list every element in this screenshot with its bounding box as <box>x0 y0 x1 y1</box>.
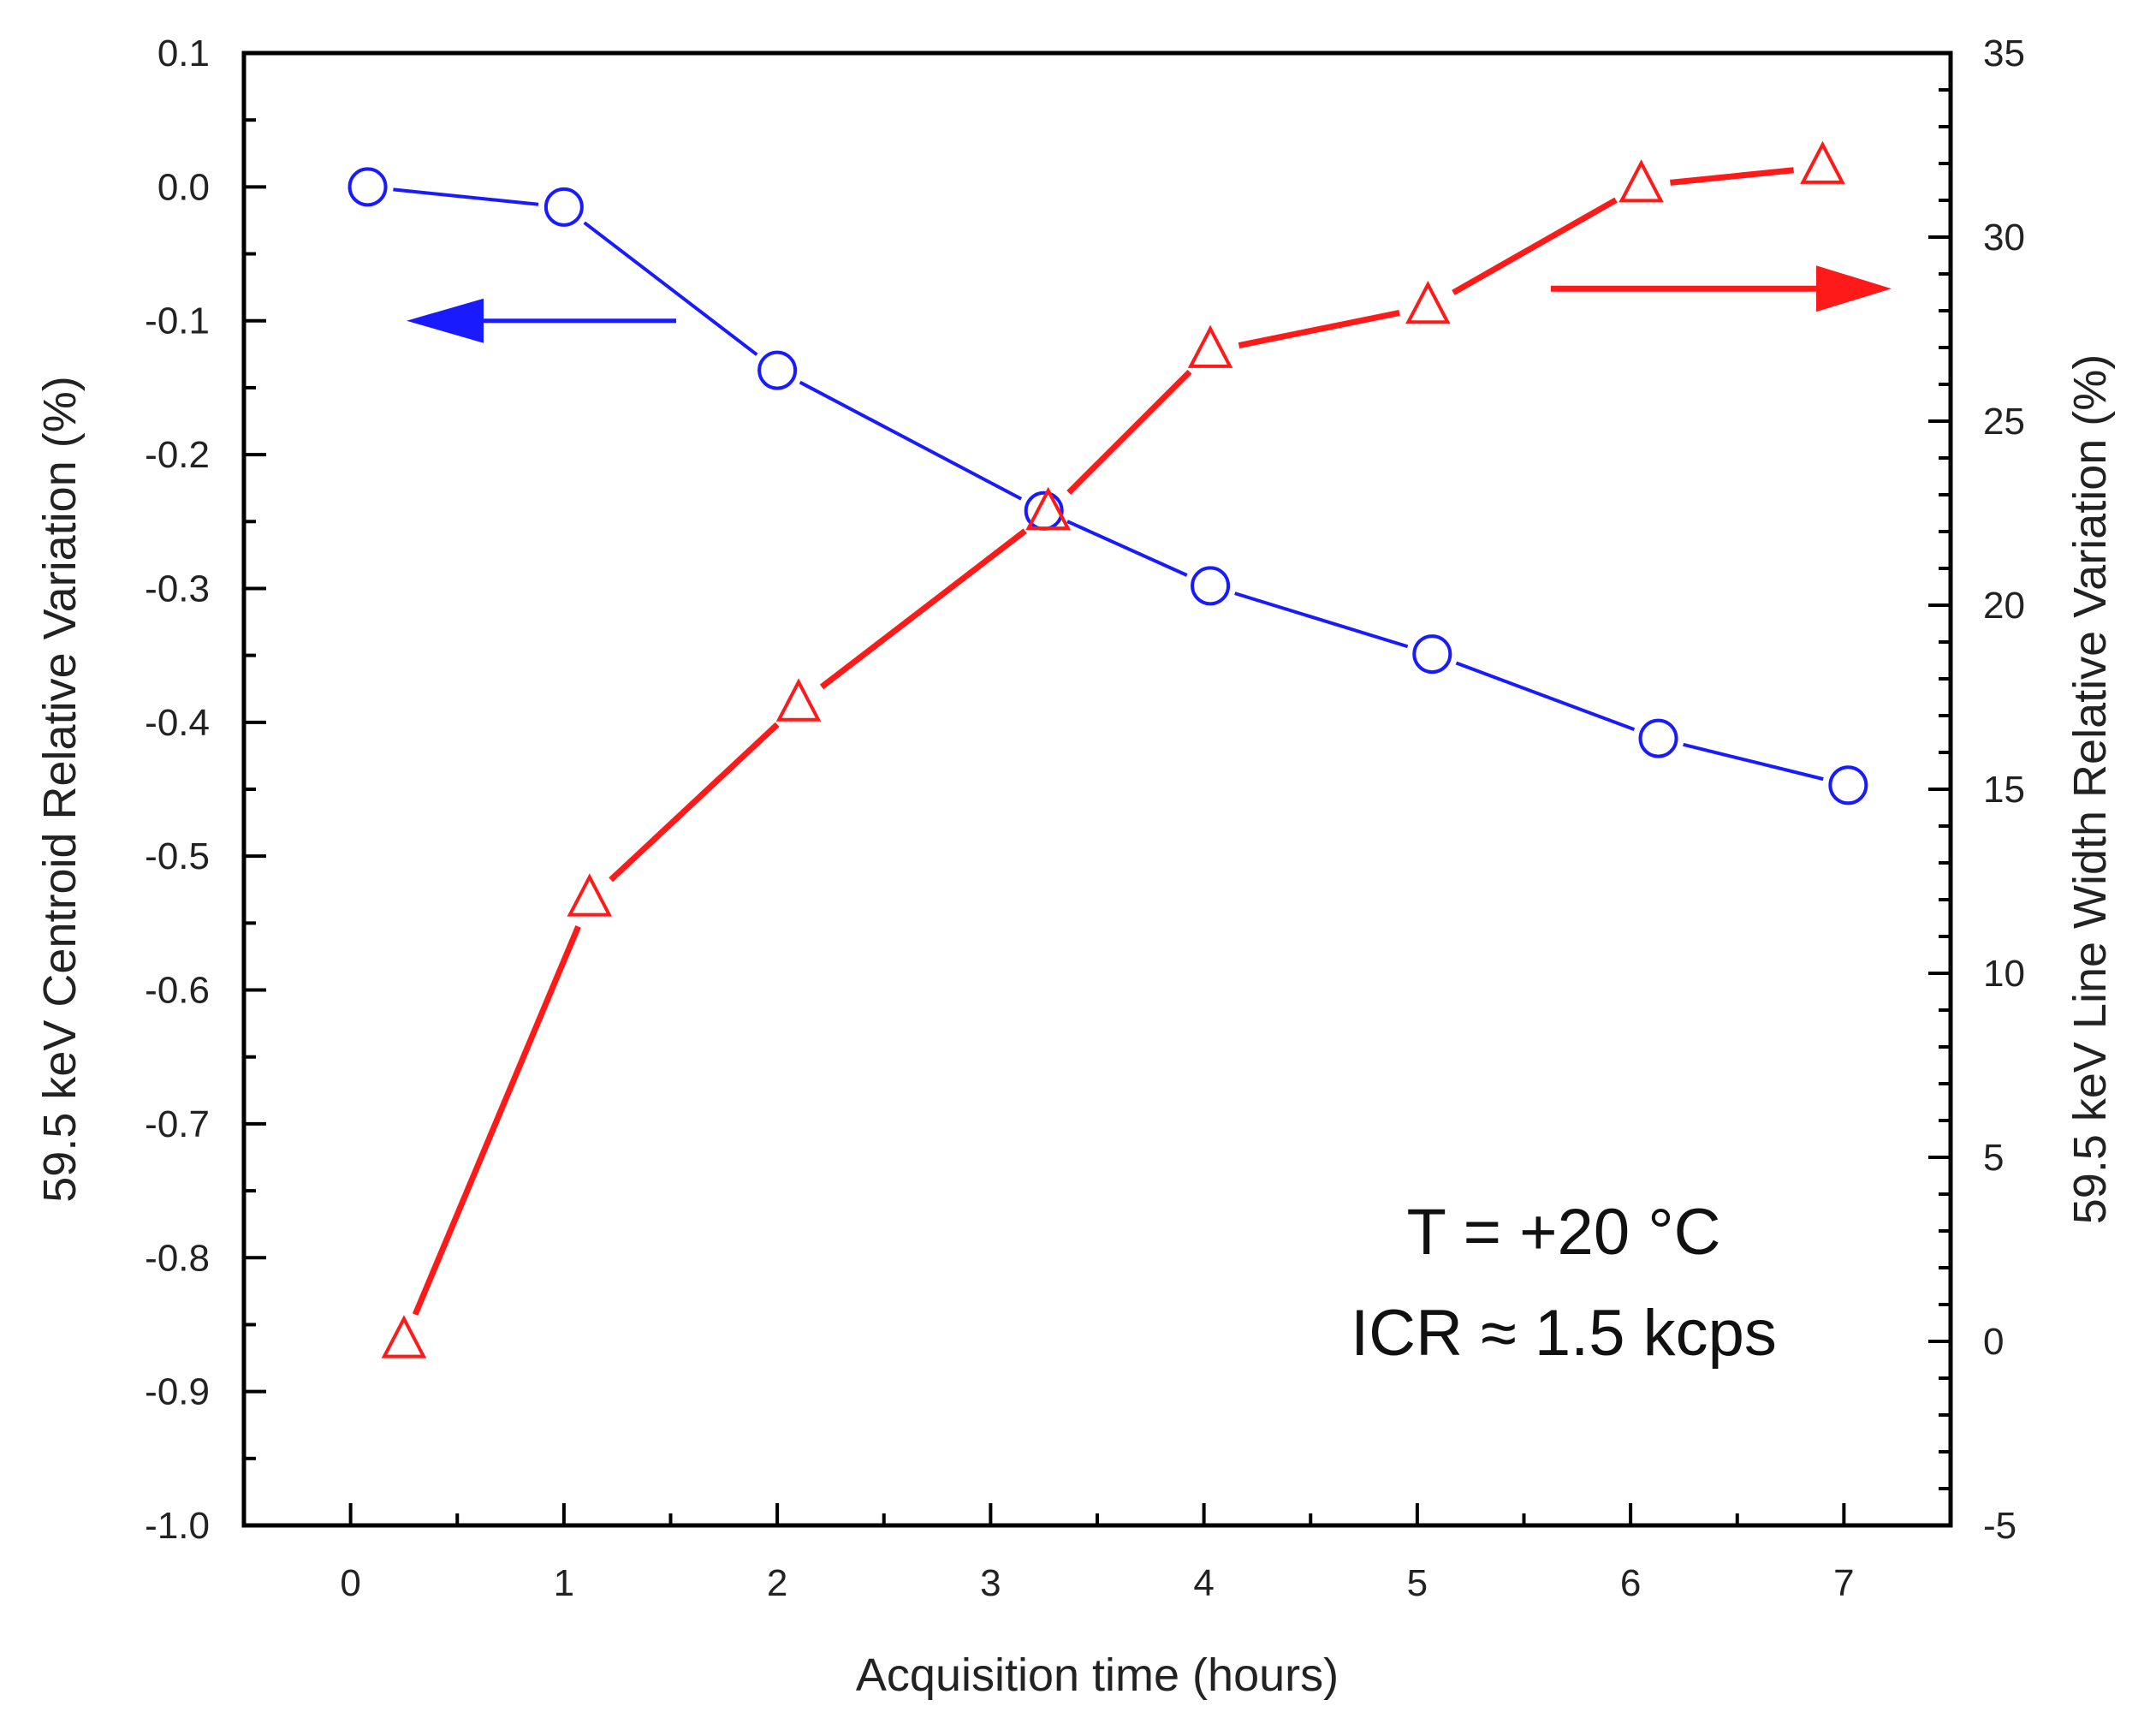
plot-area <box>241 51 1953 1528</box>
series-line-segment <box>1670 167 1794 186</box>
data-point-circle <box>1412 634 1452 675</box>
data-point-triangle <box>1405 280 1451 324</box>
left-y-tick-label: -0.3 <box>145 568 210 609</box>
left-y-tick-label: -1.0 <box>145 1505 210 1547</box>
left-y-tick-label: 0.1 <box>157 33 210 74</box>
data-point-circle <box>1638 718 1678 758</box>
left-y-tick-label: -0.2 <box>145 434 210 476</box>
series-line-segment <box>1452 197 1618 295</box>
x-tick-label: 0 <box>340 1562 360 1604</box>
x-tick-label: 5 <box>1407 1562 1428 1604</box>
right-arrow-head-icon <box>1816 265 1892 312</box>
series-line-segment <box>799 380 1023 501</box>
left-y-tick-label: -0.4 <box>145 702 210 744</box>
series-line-segment <box>1455 661 1636 731</box>
annotation-icr: ICR ≈ 1.5 kcps <box>1351 1297 1777 1370</box>
right-y-tick-label: 25 <box>1983 401 2025 443</box>
series-line-segment <box>1238 310 1400 348</box>
series-line-segment <box>1066 520 1188 577</box>
data-point-triangle <box>1618 159 1664 203</box>
right-y-tick-label: 5 <box>1983 1137 2004 1179</box>
x-tick-label: 3 <box>980 1562 1001 1604</box>
right-y-tick-label: 30 <box>1983 217 2025 259</box>
left-arrow-head-icon <box>407 298 484 343</box>
data-point-circle <box>347 167 388 207</box>
ticks <box>244 88 1951 1525</box>
x-axis-title: Acquisition time (hours) <box>856 1650 1339 1701</box>
left-y-tick-label: -0.1 <box>145 300 210 342</box>
series-line-segment <box>609 722 780 883</box>
data-point-circle <box>757 350 798 390</box>
indicator-arrows <box>407 265 1892 343</box>
annotation-temperature: T = +20 °C <box>1407 1196 1721 1269</box>
data-point-circle <box>543 187 584 227</box>
left-y-tick-label: -0.7 <box>145 1103 210 1145</box>
x-tick-label: 7 <box>1833 1562 1854 1604</box>
series-layer <box>347 140 1868 1358</box>
data-point-triangle <box>1025 486 1071 531</box>
right-y-tick-labels: 35 30 25 20 15 10 5 0 -5 <box>1983 33 2025 1547</box>
x-tick-label: 4 <box>1193 1562 1214 1604</box>
data-point-triangle <box>567 873 613 917</box>
series-line-segment <box>393 187 539 206</box>
x-tick-label: 6 <box>1620 1562 1641 1604</box>
right-y-tick-label: 15 <box>1983 769 2025 811</box>
right-y-tick-label: 20 <box>1983 585 2025 627</box>
series-line-segment <box>819 528 1027 690</box>
right-y-tick-label: 0 <box>1983 1321 2004 1363</box>
x-tick-labels: 0 1 2 3 4 5 6 7 <box>340 1562 1854 1604</box>
left-y-tick-label: -0.9 <box>145 1371 210 1413</box>
data-point-triangle <box>775 678 822 722</box>
x-tick-label: 2 <box>767 1562 787 1604</box>
left-y-tick-label: -0.6 <box>145 970 210 1012</box>
data-point-triangle <box>381 1315 427 1358</box>
right-y-tick-label: -5 <box>1983 1505 2016 1547</box>
left-y-tick-label: -0.5 <box>145 835 210 877</box>
right-y-axis-title: 59.5 keV Line Width Relative Variation (… <box>2064 354 2116 1224</box>
series-line-segment <box>1234 592 1409 649</box>
series-line-segment <box>1683 742 1824 782</box>
left-y-axis-title: 59.5 keV Centroid Relative Variation (%) <box>34 376 86 1202</box>
series-line-segment <box>412 924 581 1317</box>
series-line-segment <box>583 221 758 356</box>
data-point-triangle <box>1187 324 1233 368</box>
left-y-tick-labels: 0.1 0.0 -0.1 -0.2 -0.3 -0.4 -0.5 -0.6 -0.7 -0.8 -0… <box>145 33 210 1547</box>
right-y-tick-label: 35 <box>1983 33 2025 74</box>
left-y-tick-label: -0.8 <box>145 1237 210 1279</box>
right-y-tick-label: 10 <box>1983 953 2025 995</box>
series-line-segment <box>1066 369 1192 495</box>
data-point-triangle <box>1800 140 1845 184</box>
data-point-circle <box>1828 765 1868 806</box>
data-point-circle <box>1191 566 1231 606</box>
left-y-tick-label: 0.0 <box>157 166 210 208</box>
x-tick-label: 1 <box>554 1562 574 1604</box>
